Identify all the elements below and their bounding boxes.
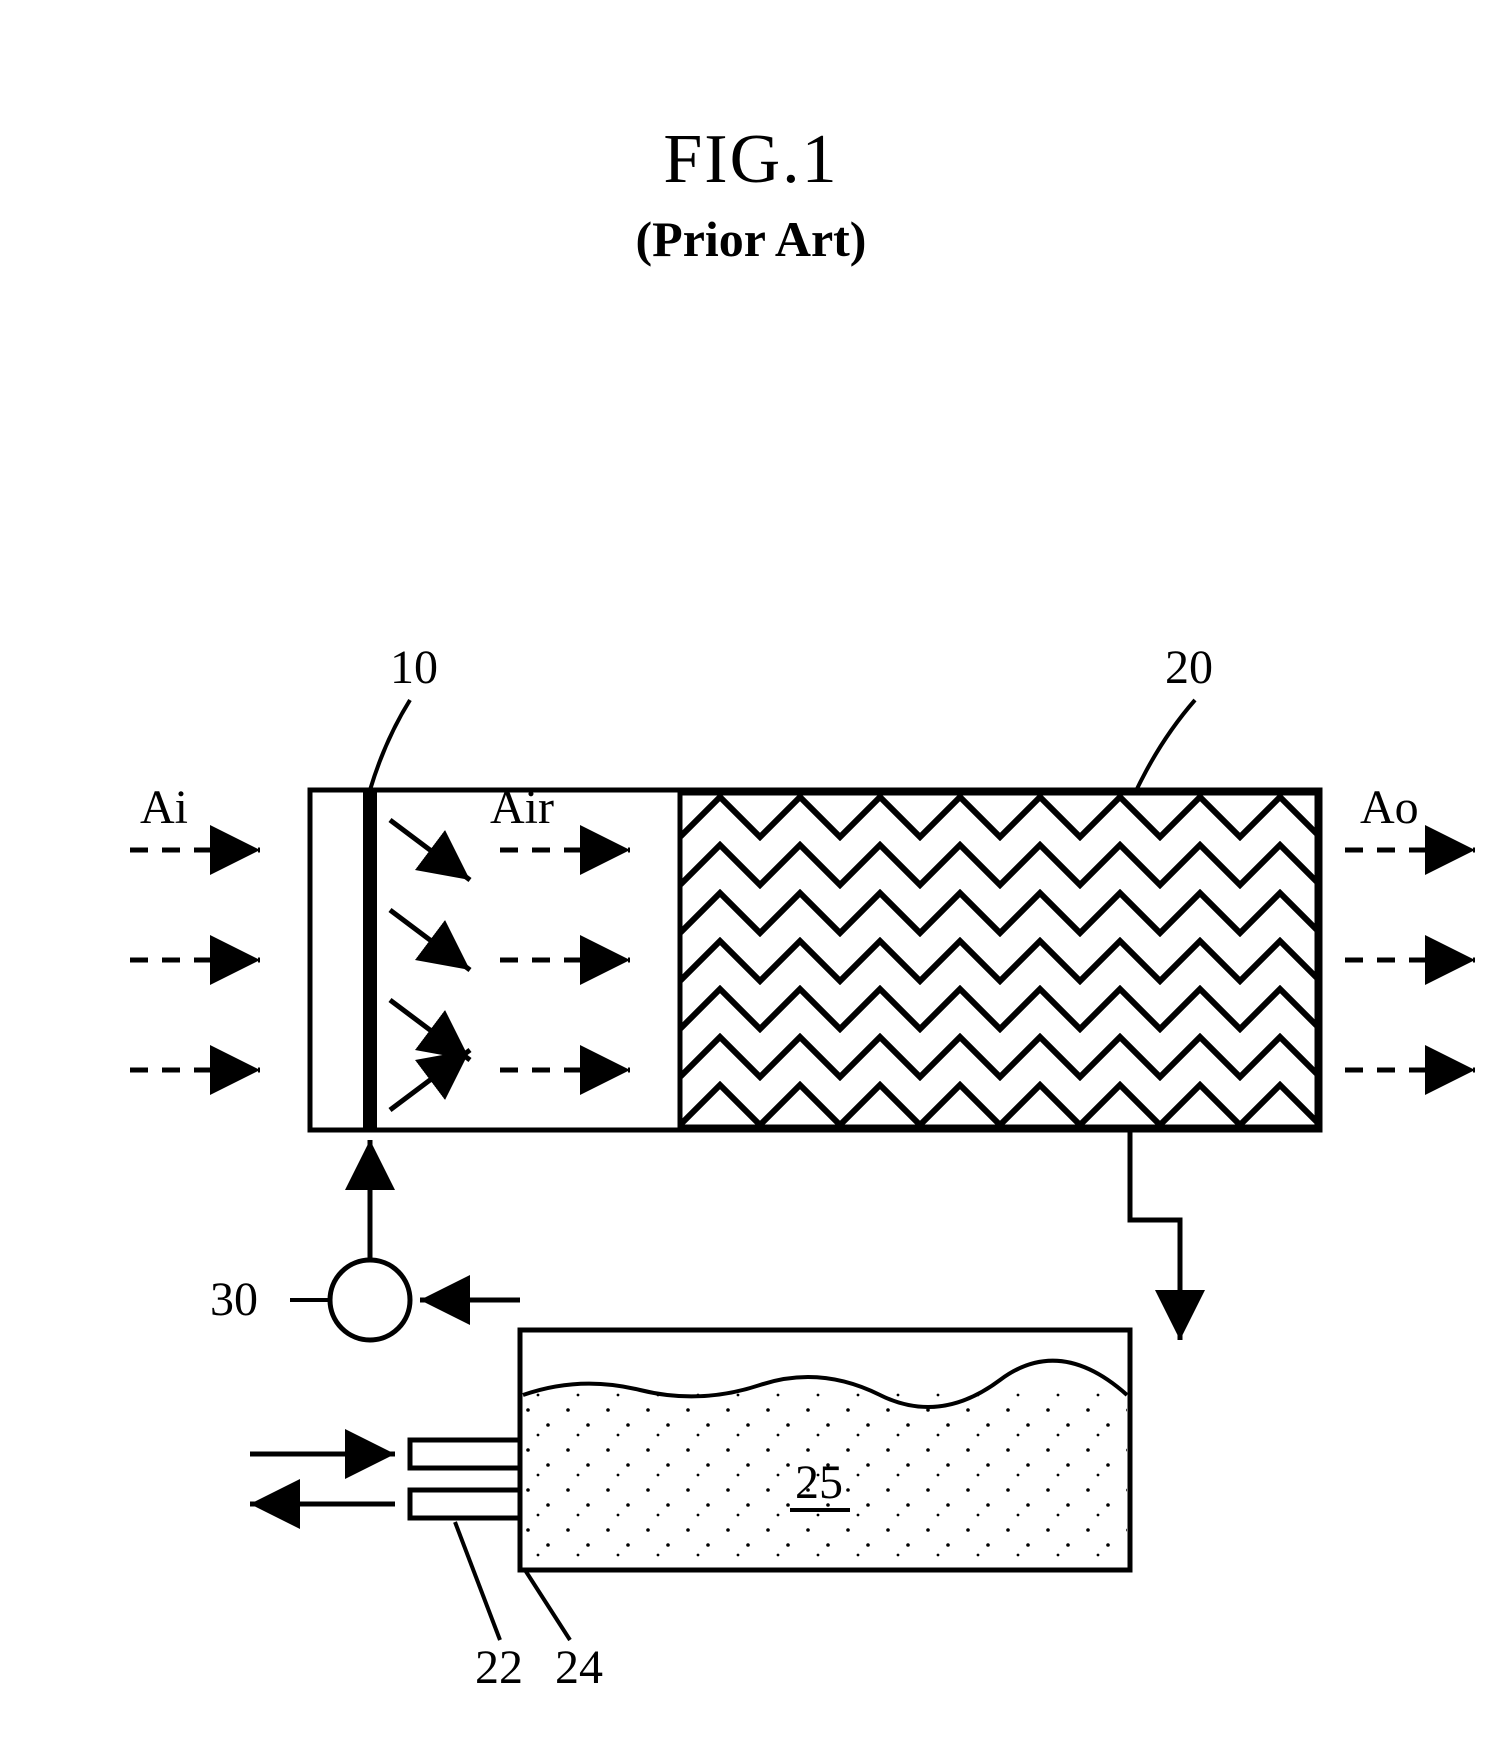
page-root: FIG.1 (Prior Art) [0, 0, 1502, 1743]
air-mid-arrows [500, 850, 630, 1070]
pipe-inlet [410, 1440, 520, 1468]
label-10: 10 [390, 640, 438, 695]
label-ai: Ai [140, 780, 188, 835]
label-22: 22 [475, 1640, 523, 1695]
label-24: 24 [555, 1640, 603, 1695]
label-20: 20 [1165, 640, 1213, 695]
air-diag-arrows [390, 820, 470, 1110]
leader-22 [455, 1522, 500, 1640]
leader-10 [370, 700, 410, 790]
pipe-outlet [410, 1490, 520, 1518]
diagram-svg [0, 0, 1502, 1743]
air-in-arrows [130, 850, 260, 1070]
label-25: 25 [795, 1455, 843, 1510]
hatched-section [680, 793, 1317, 1127]
flow-hatch-tank [1130, 1130, 1180, 1340]
pump [330, 1260, 410, 1340]
air-out-arrows [1345, 850, 1475, 1070]
label-ao: Ao [1360, 780, 1419, 835]
label-air: Air [490, 780, 554, 835]
leader-24 [525, 1570, 570, 1640]
leader-20 [1135, 700, 1195, 793]
label-30: 30 [210, 1272, 258, 1327]
